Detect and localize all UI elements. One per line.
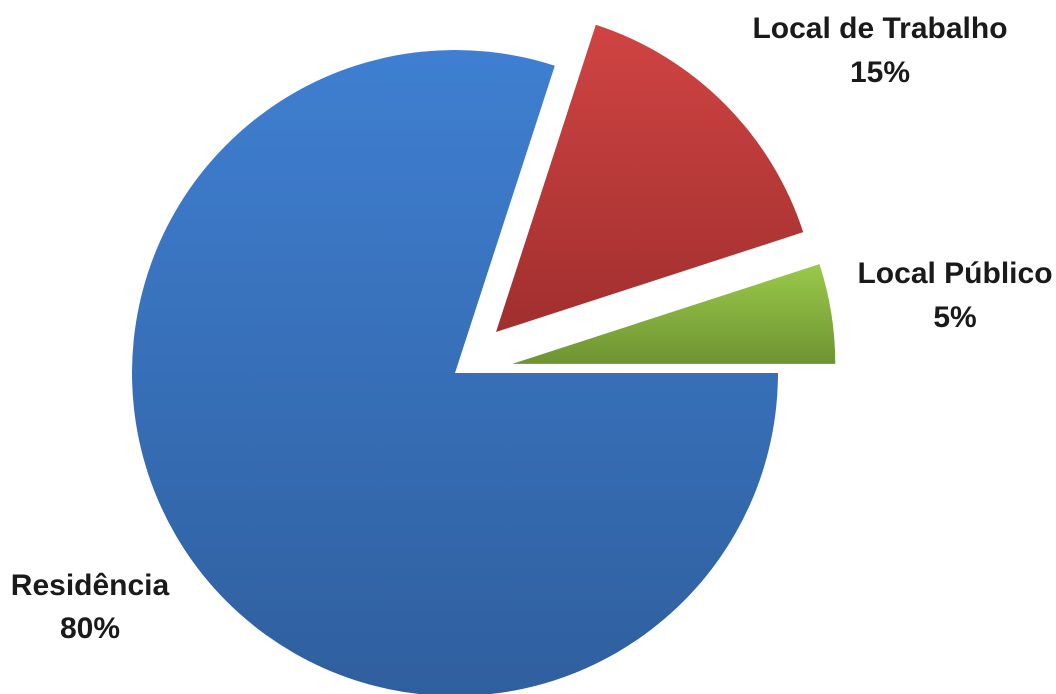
label-local-publico-value: 5% [933, 301, 976, 334]
pie-slices [132, 24, 836, 694]
pie-labels: Residência 80% Local de Trabalho 15% Loc… [11, 12, 1053, 645]
label-local-publico-name: Local Público [857, 257, 1052, 290]
label-residencia-value: 80% [60, 612, 120, 645]
pie-slice-local-publico [512, 264, 836, 364]
label-residencia-name: Residência [11, 569, 170, 602]
pie-slice-local-de-trabalho [496, 24, 804, 332]
label-local-de-trabalho-name: Local de Trabalho [752, 12, 1007, 45]
label-local-de-trabalho-value: 15% [850, 56, 910, 89]
pie-slice-residencia [132, 50, 778, 694]
